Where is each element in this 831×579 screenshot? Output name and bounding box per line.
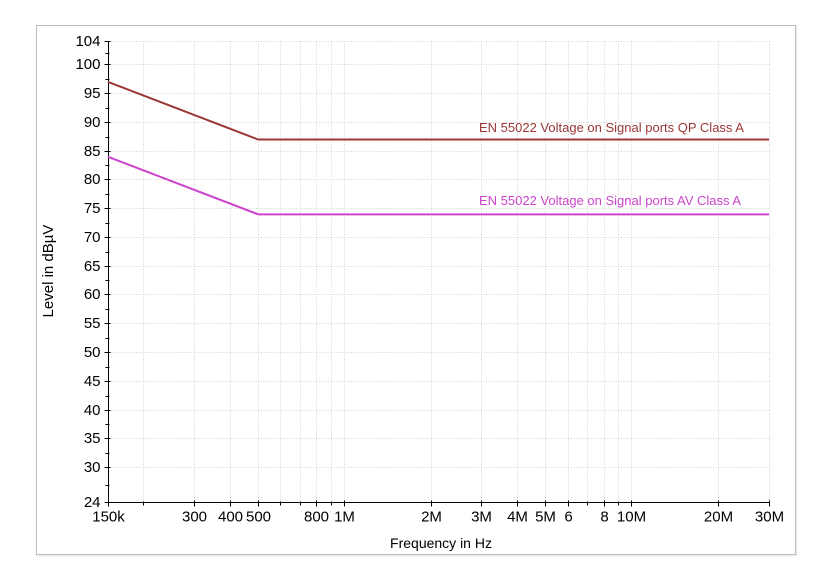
svg-text:100: 100	[75, 56, 100, 73]
svg-text:20M: 20M	[704, 509, 733, 526]
svg-text:70: 70	[84, 229, 101, 246]
svg-text:500: 500	[246, 509, 271, 526]
svg-text:80: 80	[84, 171, 101, 188]
svg-text:Level in dBµV: Level in dBµV	[40, 225, 57, 318]
svg-text:75: 75	[84, 200, 101, 217]
svg-text:35: 35	[84, 430, 101, 447]
svg-text:95: 95	[84, 85, 101, 102]
svg-text:EN 55022 Voltage on Signal por: EN 55022 Voltage on Signal ports QP Clas…	[479, 120, 744, 135]
svg-text:55: 55	[84, 315, 101, 332]
svg-text:40: 40	[84, 402, 101, 419]
svg-text:4M: 4M	[507, 509, 528, 526]
svg-text:150k: 150k	[92, 509, 125, 526]
svg-text:3M: 3M	[471, 509, 492, 526]
svg-text:45: 45	[84, 373, 101, 390]
svg-text:85: 85	[84, 143, 101, 160]
svg-text:104: 104	[75, 33, 100, 50]
svg-text:30M: 30M	[755, 509, 784, 526]
svg-text:8: 8	[600, 509, 608, 526]
svg-text:60: 60	[84, 286, 101, 303]
svg-text:Frequency in Hz: Frequency in Hz	[390, 535, 492, 551]
svg-text:EN 55022 Voltage on Signal por: EN 55022 Voltage on Signal ports AV Clas…	[479, 193, 741, 208]
svg-text:30: 30	[84, 459, 101, 476]
svg-text:50: 50	[84, 344, 101, 361]
svg-text:10M: 10M	[617, 509, 646, 526]
svg-text:6: 6	[564, 509, 572, 526]
svg-text:300: 300	[182, 509, 207, 526]
svg-text:5M: 5M	[535, 509, 556, 526]
svg-text:400: 400	[218, 509, 243, 526]
svg-text:2M: 2M	[421, 509, 442, 526]
svg-text:65: 65	[84, 258, 101, 275]
svg-text:800: 800	[304, 509, 329, 526]
svg-text:90: 90	[84, 114, 101, 131]
svg-text:1M: 1M	[334, 509, 355, 526]
